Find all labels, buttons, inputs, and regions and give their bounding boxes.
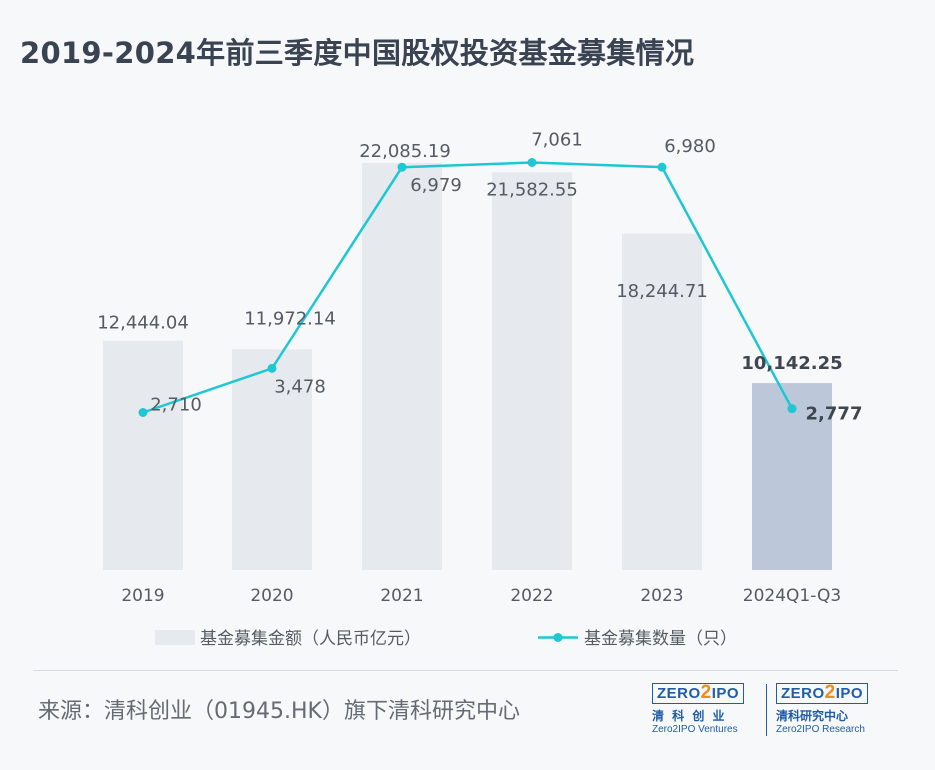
line-value-label-2020: 3,478 [274, 376, 326, 397]
bar-value-label-2021: 22,085.19 [359, 141, 451, 162]
line-point-2019 [138, 408, 148, 417]
chart-area: 12,444.04 11,972.14 22,085.19 21,582.55 18,2… [97, 130, 863, 650]
legend-marker-count [553, 633, 563, 642]
logo-cn-text: 清科研究中心 [776, 709, 849, 723]
bar-2023 [622, 233, 702, 570]
legend-label-count: 基金募集数量（只） [584, 629, 737, 649]
logo-en-text: Zero2IPO Ventures [652, 724, 738, 735]
logo-en-text: Zero2IPO Research [776, 724, 865, 735]
zero2ipo-ventures-logo: ZERO2IPO 清 科 创 业 Zero2IPO Ventures [652, 683, 745, 735]
zero2ipo-research-logo: ZERO2IPO 清科研究中心 Zero2IPO Research [776, 683, 869, 735]
bar-2020 [232, 349, 312, 570]
line-point-2022 [527, 158, 537, 167]
legend-swatch-amount [155, 630, 195, 645]
bar-value-label-2024Q1-Q3: 10,142.25 [741, 353, 842, 374]
bar-value-label-2022: 21,582.55 [486, 179, 578, 200]
bar-2024Q1-Q3 [752, 383, 832, 570]
legend-label-amount: 基金募集金额（人民币亿元） [200, 629, 421, 649]
line-series-fund-count [142, 161, 794, 414]
bar-value-label-2020: 11,972.14 [244, 308, 336, 329]
logo-separator [766, 684, 767, 736]
line-point-2023 [657, 162, 667, 172]
line-point-2020 [267, 363, 277, 373]
source-note: 来源：清科创业（01945.HK）旗下清科研究中心 [38, 699, 520, 724]
x-tick-label-2019: 2019 [121, 586, 164, 606]
x-tick-label-2024Q1-Q3: 2024Q1-Q3 [743, 586, 841, 606]
chart-title: 2019-2024年前三季度中国股权投资基金募集情况 [20, 36, 695, 70]
line-value-label-2023: 6,980 [664, 136, 716, 157]
line-value-label-2022: 7,061 [531, 130, 583, 151]
logo-cn-text: 清 科 创 业 [652, 709, 727, 723]
x-tick-label-2022: 2022 [510, 586, 553, 606]
line-value-label-2019: 2,710 [150, 395, 202, 416]
footer-divider [33, 670, 898, 671]
bar-2022 [492, 172, 572, 570]
bar-2021 [362, 163, 442, 570]
logo-wordmark: ZERO2IPO [776, 683, 869, 704]
bar-value-label-2019: 12,444.04 [97, 313, 189, 334]
x-tick-label-2023: 2023 [640, 586, 683, 606]
logo-wordmark: ZERO2IPO [652, 683, 745, 704]
line-point-2021 [397, 162, 407, 172]
x-tick-label-2020: 2020 [250, 586, 293, 606]
line-value-label-2024Q1-Q3: 2,777 [806, 404, 863, 425]
bar-value-label-2023: 18,244.71 [616, 281, 708, 302]
bar-2019 [103, 340, 183, 570]
line-point-2024Q1-Q3 [787, 404, 797, 414]
x-tick-label-2021: 2021 [380, 586, 423, 606]
line-value-label-2021: 6,979 [410, 175, 462, 196]
